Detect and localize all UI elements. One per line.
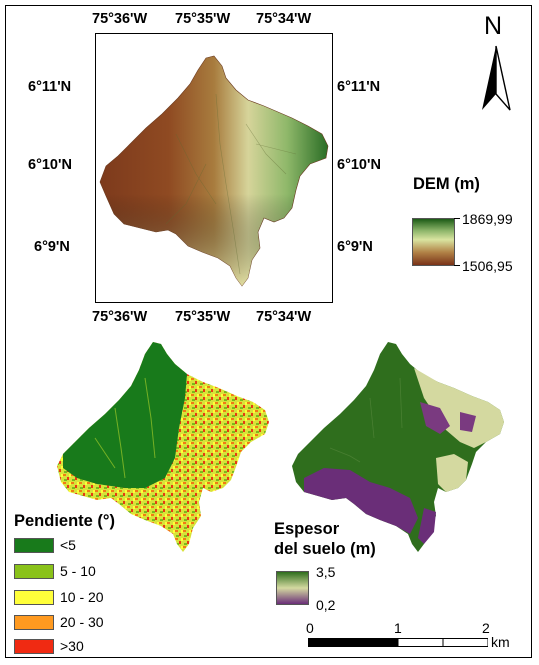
soil-thin-zone-2 — [304, 468, 418, 534]
slope-swatch-5 — [14, 639, 54, 654]
slope-label-3: 10 - 20 — [60, 589, 104, 605]
dem-map — [99, 55, 329, 287]
slope-label-4: 20 - 30 — [60, 614, 104, 630]
slope-swatch-2 — [14, 564, 54, 579]
dem-map-frame — [95, 33, 333, 303]
slope-label-5: >30 — [60, 638, 84, 654]
slope-swatch-3 — [14, 590, 54, 605]
soil-thin-zone-1 — [420, 402, 476, 434]
bottom-tick-1: 75°36'W — [92, 309, 148, 325]
slope-swatch-4 — [14, 615, 54, 630]
soil-light-zone — [414, 368, 504, 448]
scale-label-0: 0 — [306, 620, 314, 636]
soil-legend-max: 3,5 — [316, 564, 336, 580]
soil-light-zone-2 — [436, 454, 468, 492]
top-tick-3: 75°34'W — [256, 11, 312, 27]
soil-legend-title-2: del suelo (m) — [274, 540, 376, 558]
slope-label-1: <5 — [60, 537, 76, 553]
left-tick-1: 6°11'N — [28, 79, 72, 95]
bottom-tick-2: 75°35'W — [175, 309, 231, 325]
scale-label-2: 2 — [482, 620, 490, 636]
scale-bar — [308, 638, 488, 647]
top-tick-1: 75°36'W — [92, 11, 148, 27]
dem-min-tick — [454, 265, 460, 266]
left-tick-3: 6°9'N — [34, 239, 70, 255]
slope-swatch-1 — [14, 538, 54, 553]
soil-thickness-map — [292, 342, 504, 552]
right-tick-1: 6°11'N — [337, 79, 381, 95]
dem-legend-title: DEM (m) — [413, 175, 480, 193]
top-tick-2: 75°35'W — [175, 11, 231, 27]
dem-legend-max: 1869,99 — [462, 211, 513, 227]
soil-legend-title-1: Espesor — [274, 520, 340, 538]
soil-color-ramp — [276, 571, 309, 605]
dem-color-ramp — [412, 218, 455, 266]
north-label: N — [484, 12, 503, 40]
scale-unit: km — [491, 634, 510, 650]
dem-legend-min: 1506,95 — [462, 258, 513, 274]
soil-thin-zone-3 — [418, 508, 436, 544]
slope-flat-zone — [63, 342, 187, 488]
left-tick-2: 6°10'N — [28, 157, 72, 173]
north-arrow-icon — [482, 45, 511, 111]
slope-map — [57, 342, 269, 552]
slope-label-2: 5 - 10 — [60, 563, 96, 579]
slope-legend-title: Pendiente (°) — [14, 512, 116, 530]
scale-label-1: 1 — [394, 620, 402, 636]
figure-frame — [5, 5, 532, 658]
bottom-tick-3: 75°34'W — [256, 309, 312, 325]
right-tick-3: 6°9'N — [337, 239, 373, 255]
dem-max-tick — [454, 218, 460, 219]
right-tick-2: 6°10'N — [337, 157, 381, 173]
soil-legend-min: 0,2 — [316, 597, 336, 613]
